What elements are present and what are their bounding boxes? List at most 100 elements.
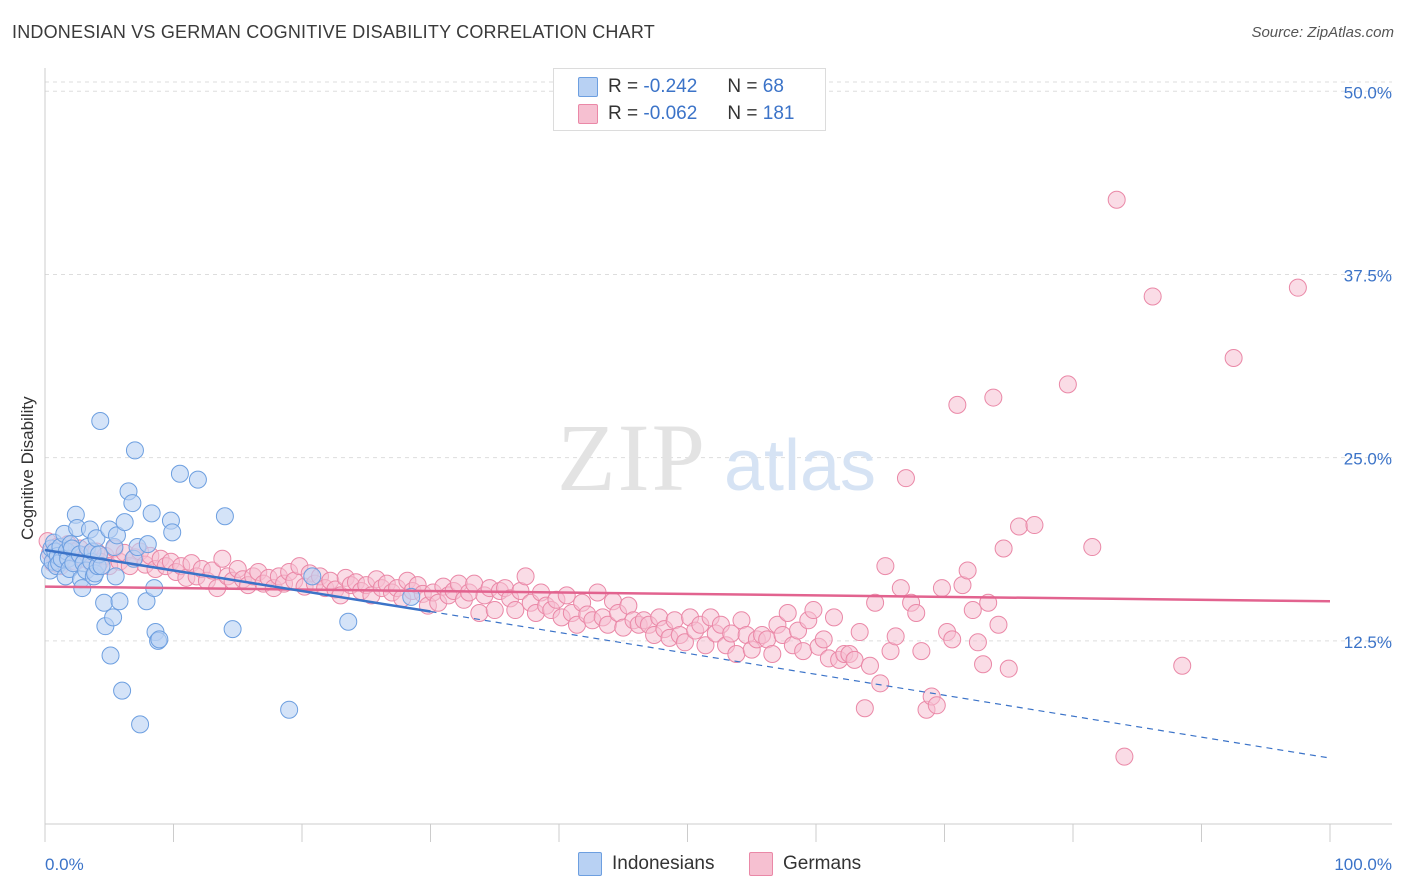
german-point [485, 601, 504, 620]
german-point [876, 557, 895, 576]
indonesian-point [125, 441, 144, 460]
german-point [943, 630, 962, 649]
indonesian-point [115, 513, 134, 532]
german-point [1288, 278, 1307, 297]
indonesian-point [303, 567, 322, 586]
indonesian-point [106, 567, 125, 586]
german-point [1143, 287, 1162, 306]
indonesian-point [188, 470, 207, 489]
german-point [963, 601, 982, 620]
german-point [886, 627, 905, 646]
german-point [675, 633, 694, 652]
german-point [999, 659, 1018, 678]
stats-legend: R = -0.242 N = 68 R = -0.062 N = 181 [553, 68, 826, 131]
axes [44, 68, 1392, 842]
indonesians-trend-line [44, 548, 431, 613]
german-point [850, 623, 869, 642]
german-point [855, 699, 874, 718]
german-point [994, 539, 1013, 558]
indonesians-legend-swatch [578, 852, 602, 876]
german-point [1010, 517, 1029, 536]
indonesian-point [137, 592, 156, 611]
indonesians-r-label: R = [608, 76, 639, 97]
german-point [557, 586, 576, 605]
germans-r-value: -0.062 [643, 103, 698, 124]
germans-r-label: R = [608, 103, 639, 124]
y-tick-label: 12.5% [1344, 633, 1392, 652]
german-point [984, 388, 1003, 407]
german-point [948, 395, 967, 414]
chart-title: INDONESIAN VS GERMAN COGNITIVE DISABILIT… [12, 22, 655, 42]
indonesian-point [170, 464, 189, 483]
y-tick-label: 50.0% [1344, 83, 1392, 102]
indonesian-point [113, 681, 132, 700]
german-point [1224, 349, 1243, 368]
watermark-atlas: atlas [724, 426, 876, 506]
german-point [1025, 516, 1044, 535]
german-point [860, 656, 879, 675]
german-point [912, 642, 931, 661]
german-point [896, 469, 915, 488]
y-axis-label: Cognitive Disability [18, 396, 37, 540]
trend-lines [44, 548, 1331, 759]
german-point [696, 636, 715, 655]
german-point [794, 642, 813, 661]
indonesians-points [39, 412, 421, 734]
german-point [213, 549, 232, 568]
german-point [989, 615, 1008, 634]
german-point [763, 645, 782, 664]
german-point [968, 633, 987, 652]
x-tick-label: 0.0% [45, 855, 84, 874]
indonesian-point [123, 494, 142, 513]
german-point [907, 603, 926, 622]
indonesian-point [138, 535, 157, 554]
indonesian-point [92, 557, 111, 576]
german-point [804, 601, 823, 620]
indonesian-point [95, 593, 114, 612]
german-point [891, 579, 910, 598]
legend-item-germans: Germans [749, 852, 861, 876]
indonesian-point [101, 646, 120, 665]
german-point [1115, 747, 1134, 766]
indonesians-r-value: -0.242 [643, 76, 698, 97]
indonesian-point [339, 612, 358, 631]
germans-legend-label: Germans [783, 853, 862, 874]
source-credit: Source: ZipAtlas.com [1251, 24, 1394, 41]
german-point [866, 593, 885, 612]
indonesian-point [104, 608, 123, 627]
x-tick-label: 100.0% [1334, 855, 1392, 874]
indonesian-point [223, 620, 242, 639]
german-point [958, 561, 977, 580]
grid-lines [45, 81, 1392, 642]
indonesian-point [215, 507, 234, 526]
tick-labels: 12.5% 25.0% 37.5% 50.0% 0.0% 100.0% [45, 83, 1392, 874]
indonesian-point [142, 504, 161, 523]
german-point [927, 696, 946, 715]
indonesian-point [402, 587, 421, 606]
german-point [1107, 190, 1126, 209]
indonesian-point [91, 412, 110, 431]
indonesian-point [150, 630, 169, 649]
german-point [1058, 375, 1077, 394]
german-point [727, 645, 746, 664]
germans-n-value: 181 [762, 103, 795, 124]
indonesian-point [110, 592, 129, 611]
german-point [932, 579, 951, 598]
watermark: ZIP atlas [557, 404, 876, 511]
germans-trend-line [44, 585, 1331, 603]
german-point [1173, 656, 1192, 675]
germans-swatch [578, 104, 598, 124]
indonesian-point [163, 523, 182, 542]
german-point [871, 674, 890, 693]
legend-item-indonesians: Indonesians [578, 852, 714, 876]
indonesians-n-value: 68 [762, 76, 784, 97]
legend-row-germans: R = -0.062 N = 181 [578, 102, 794, 126]
watermark-zip: ZIP [557, 404, 707, 511]
german-point [814, 630, 833, 649]
indonesian-point [131, 715, 150, 734]
indonesians-trend-extension [430, 610, 1331, 759]
german-point [824, 608, 843, 627]
germans-n-label: N = [727, 103, 758, 124]
indonesians-legend-label: Indonesians [612, 853, 715, 874]
